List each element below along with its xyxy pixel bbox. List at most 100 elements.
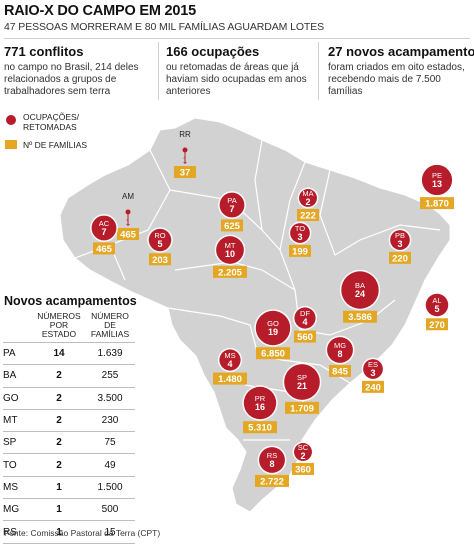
families-box (362, 380, 384, 393)
occupation-count: 2 (300, 451, 305, 461)
families-box (256, 347, 290, 360)
stat-line: recebendo mais de 7.500 (328, 74, 441, 85)
occupation-count: 7 (229, 204, 234, 214)
families-box (420, 197, 454, 210)
families-count: 465 (120, 230, 137, 241)
cell-families: 3.500 (85, 387, 135, 410)
state-label: MT (225, 241, 236, 250)
occupation-count: 8 (269, 459, 274, 469)
table-row: RS 1 15 (3, 520, 135, 544)
families-count: 220 (392, 253, 408, 264)
state-marker-ms: MS4 1.480 (213, 347, 247, 385)
occupation-count: 4 (227, 359, 232, 369)
families-box (243, 421, 277, 434)
families-box (426, 318, 448, 331)
legend-families-label: Nº DE FAMÍLIAS (23, 140, 88, 150)
occupation-count: 24 (355, 289, 365, 299)
occupation-count: 19 (268, 327, 278, 337)
families-box (117, 228, 139, 240)
state-label: AC (99, 219, 110, 228)
state-label: PB (395, 231, 405, 240)
cell-state: RS (3, 520, 33, 544)
cell-families: 500 (85, 498, 135, 522)
state-label: PA (227, 196, 236, 205)
occupation-circle (284, 364, 320, 400)
state-label: AL (432, 296, 441, 305)
state-marker-al: AL5 270 (424, 292, 450, 331)
occupation-count: 2 (305, 197, 310, 207)
cell-state: SP (3, 431, 33, 455)
families-count: 1.870 (425, 199, 449, 210)
occupation-dot (182, 147, 188, 153)
families-box (294, 330, 316, 343)
stat-text: ou retomadas de áreas que já haviam sido… (166, 62, 316, 98)
state-marker-pa: PA7 625 (218, 191, 246, 232)
stat-line: relacionados a grupos de (4, 74, 117, 85)
cell-families: 230 (85, 409, 135, 433)
occupation-count: 7 (101, 227, 106, 237)
cell-count: 2 (33, 409, 85, 433)
occupation-circle (294, 443, 312, 461)
stat-camps: 27 novos acampamentos foram criados em o… (328, 44, 474, 98)
families-box (285, 401, 319, 414)
cell-state: PA (3, 341, 33, 366)
families-count: 2.722 (260, 476, 284, 487)
occupation-count: 4 (302, 317, 307, 327)
occupation-circle (327, 337, 353, 363)
families-box (221, 219, 243, 232)
families-box (297, 208, 319, 221)
families-count: 199 (292, 246, 308, 257)
families-count: 1.709 (290, 403, 314, 414)
families-count: 37 (180, 168, 191, 179)
state-label: BA (355, 281, 365, 290)
occupation-circle (148, 228, 172, 252)
occupation-count: 5 (434, 304, 439, 314)
legend-occupations: OCUPAÇÕES/ RETOMADAS (4, 112, 87, 132)
stat-line: famílias (328, 86, 363, 97)
occupation-count: 1 (183, 156, 188, 165)
acampamentos-title: Novos acampamentos (4, 294, 137, 308)
occupation-count: 10 (225, 249, 235, 259)
state-label: PR (255, 394, 266, 403)
occupation-circle (425, 293, 449, 317)
table-row: MT 2 230 (3, 409, 135, 433)
cell-count: 14 (33, 341, 85, 366)
state-label: ES (368, 360, 378, 369)
state-label: SC (298, 443, 309, 452)
cell-count: 1 (33, 476, 85, 500)
cell-families: 1.500 (85, 476, 135, 500)
state-label: TO (295, 224, 305, 233)
families-count: 625 (224, 221, 241, 232)
occupation-circle (299, 189, 317, 207)
state-marker-sc: SC2 360 (292, 441, 314, 475)
state-marker-pb: PB3 220 (388, 228, 412, 264)
acampamentos-table: NÚMEROS POR ESTADO NÚMERO DE FAMÍLIAS PA… (3, 312, 135, 544)
families-count: 203 (152, 255, 168, 266)
state-label: RO (154, 231, 165, 240)
marker-layer: RR137AM1465PA7625MA2222PE131.870PB3220AC… (90, 130, 454, 487)
table-row: BA 2 255 (3, 364, 135, 388)
occupation-count: 21 (297, 381, 307, 391)
stat-divider (318, 42, 319, 100)
stat-line: trabalhadores sem terra (4, 86, 111, 97)
occupation-count: 13 (432, 179, 442, 189)
table-row: TO 2 49 (3, 453, 135, 477)
state-label: MG (334, 341, 346, 350)
occupation-circle (294, 307, 316, 329)
state-label: PE (432, 171, 442, 180)
legend-line: RETOMADAS (23, 122, 77, 132)
families-box (292, 462, 314, 475)
state-label: SP (297, 373, 307, 382)
stat-line: haviam sido ocupadas em anos (166, 74, 307, 85)
cell-state: TO (3, 453, 33, 477)
col-state-header (3, 312, 33, 343)
stat-text: foram criados em oito estados, recebendo… (328, 62, 474, 98)
top-divider (4, 38, 470, 39)
stat-line: anteriores (166, 86, 211, 97)
families-count: 845 (332, 366, 349, 377)
state-label: GO (267, 319, 279, 328)
stat-headline: 771 conflitos (4, 44, 84, 59)
